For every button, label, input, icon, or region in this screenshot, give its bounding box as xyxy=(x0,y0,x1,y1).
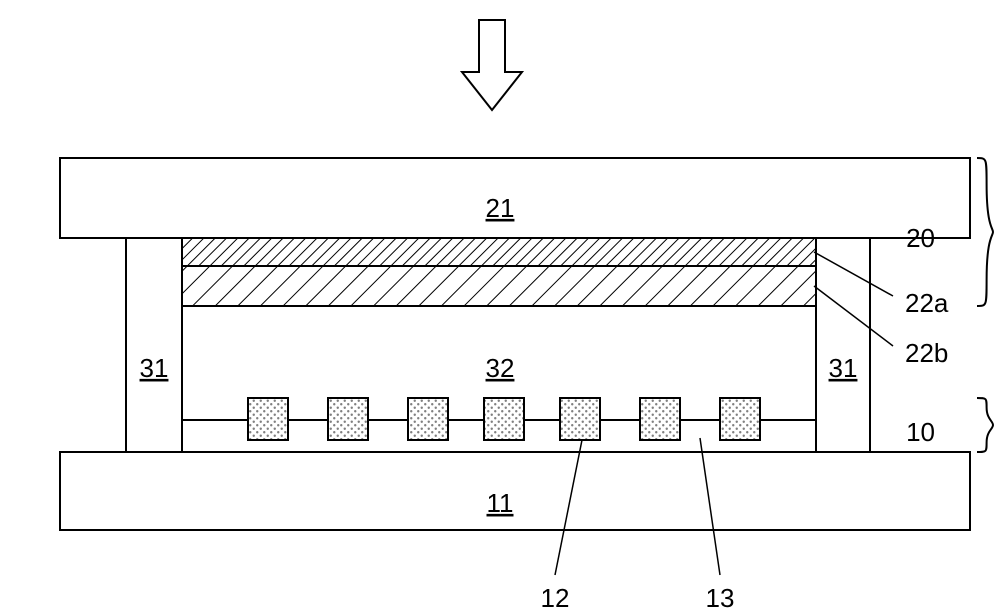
label-22a: 22a xyxy=(905,288,949,318)
diagram-svg: 21 31 31 22a 22b 32 11 12 13 20 10 xyxy=(0,0,1000,611)
dotted-block-5 xyxy=(640,398,680,440)
pillar-31-left xyxy=(126,238,182,452)
dotted-block-3 xyxy=(484,398,524,440)
diagram-stage: { "canvas": { "width": 1000, "height": 6… xyxy=(0,0,1000,611)
top-plate-21 xyxy=(60,158,970,238)
label-20: 20 xyxy=(906,223,935,253)
dotted-block-1 xyxy=(328,398,368,440)
dotted-block-4 xyxy=(560,398,600,440)
label-31-left: 31 xyxy=(140,353,169,383)
label-31-right: 31 xyxy=(829,353,858,383)
brace-20 xyxy=(977,158,993,306)
layer-22a xyxy=(182,238,816,266)
label-12: 12 xyxy=(541,583,570,611)
dotted-block-6 xyxy=(720,398,760,440)
dotted-block-2 xyxy=(408,398,448,440)
label-22b: 22b xyxy=(905,338,948,368)
label-13: 13 xyxy=(706,583,735,611)
label-10: 10 xyxy=(906,417,935,447)
pillar-31-right xyxy=(816,238,870,452)
brace-10 xyxy=(977,398,993,452)
bottom-plate-11 xyxy=(60,452,970,530)
label-11: 11 xyxy=(487,488,514,518)
layer-22b xyxy=(182,266,816,306)
force-arrow xyxy=(462,20,522,110)
label-32: 32 xyxy=(486,353,515,383)
dotted-block-0 xyxy=(248,398,288,440)
label-21: 21 xyxy=(486,193,515,223)
